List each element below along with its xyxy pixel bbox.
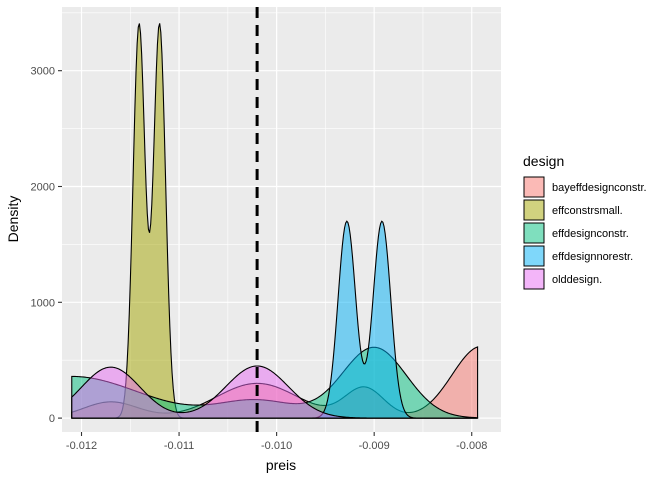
y-tick-label: 1000 <box>31 297 55 309</box>
legend-key-effdesignconstr <box>523 222 545 244</box>
minor-gridlines <box>62 7 501 432</box>
x-tick-label: -0.009 <box>359 440 390 452</box>
legend-label-effdesignconstr: effdesignconstr. <box>552 228 629 240</box>
legend-key-effdesignnorestr <box>523 245 545 267</box>
y-axis-title: Density <box>5 196 21 243</box>
y-axis-ticks: 0 1000 2000 3000 <box>31 66 62 425</box>
x-tick-label: -0.008 <box>456 440 487 452</box>
legend-key-olddesign <box>523 268 545 290</box>
x-tick-label: -0.012 <box>66 440 97 452</box>
x-tick-label: -0.011 <box>164 440 194 452</box>
x-axis-ticks: -0.012 -0.011 -0.010 -0.009 -0.008 <box>66 432 487 452</box>
legend-key-bayeffdesignconstr <box>523 176 545 198</box>
legend-label-effconstrsmall: effconstrsmall. <box>552 205 623 217</box>
legend-label-olddesign: olddesign. <box>552 274 602 286</box>
y-tick-label: 2000 <box>31 181 55 193</box>
y-tick-label: 0 <box>49 413 55 425</box>
legend-label-effdesignnorestr: effdesignnorestr. <box>552 251 633 263</box>
legend-key-effconstrsmall <box>523 199 545 221</box>
density-area-olddesign <box>71 365 478 419</box>
x-axis-title: preis <box>266 457 296 473</box>
y-tick-label: 3000 <box>31 66 55 78</box>
density-areas <box>71 23 479 419</box>
x-tick-label: -0.010 <box>261 440 292 452</box>
legend-title: design <box>523 153 564 169</box>
legend-label-bayeffdesignconstr: bayeffdesignconstr. <box>552 182 647 194</box>
legend: bayeffdesignconstr. effconstrsmall. effdes… <box>523 176 647 290</box>
